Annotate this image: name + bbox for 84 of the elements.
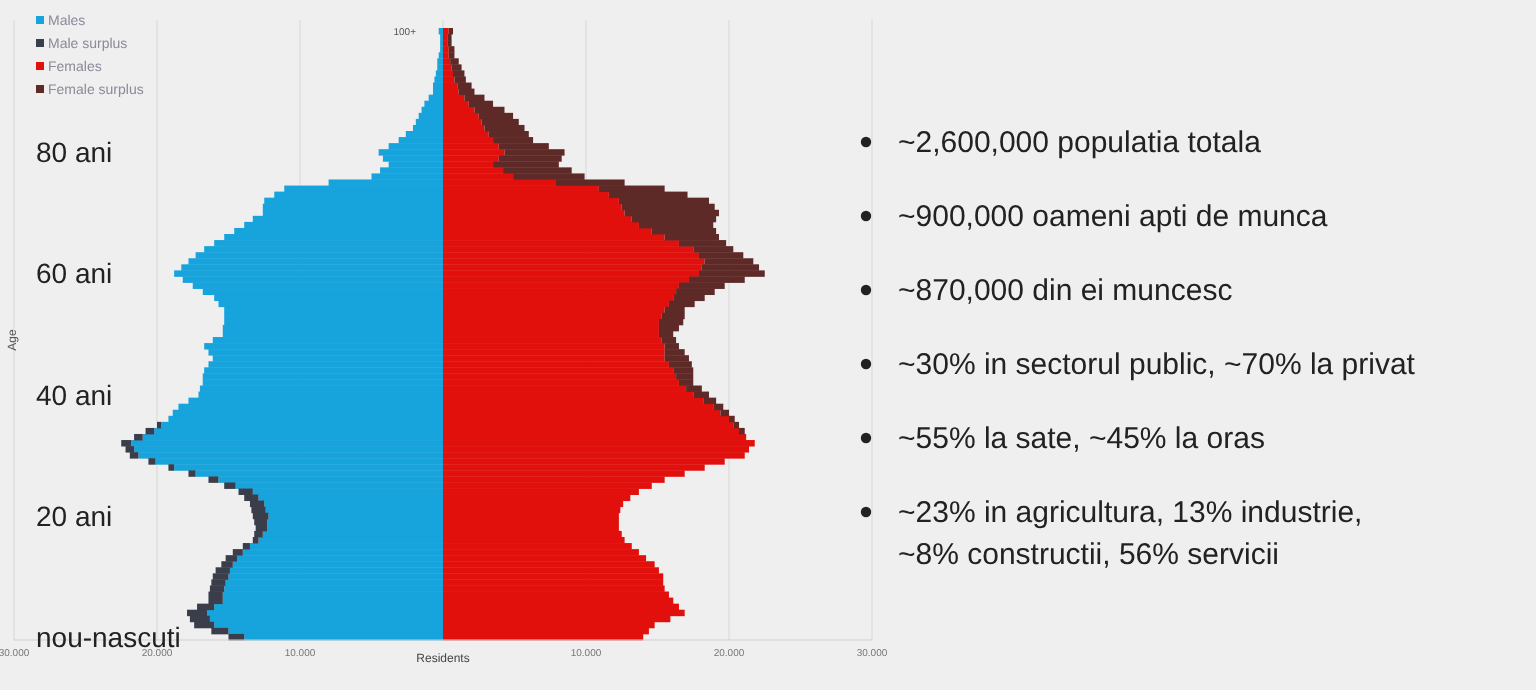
bar: [481, 118, 519, 126]
bar: [254, 518, 268, 526]
text: ~900,000 oameni apti de munca: [898, 200, 1329, 234]
bar: [488, 131, 529, 138]
bar: [664, 355, 689, 362]
bar: [661, 337, 677, 344]
bar: [668, 361, 692, 368]
bar: [450, 58, 459, 65]
bar: [212, 573, 229, 580]
bar: [478, 112, 514, 120]
bar: [720, 409, 729, 417]
bar: [432, 88, 443, 96]
bar: [498, 155, 562, 162]
y-tick-label: 60 ani: [36, 257, 113, 290]
bar: [187, 609, 208, 617]
bar: [134, 433, 143, 441]
bar: [209, 585, 225, 592]
bar: [658, 324, 679, 332]
bar: [121, 440, 132, 447]
bar: [129, 452, 139, 459]
bar: [443, 46, 449, 53]
y-tick-label: 40 ani: [36, 378, 113, 411]
bar: [252, 536, 259, 544]
bar: [437, 64, 443, 71]
bar: [443, 106, 475, 114]
bar: [664, 343, 679, 350]
bar: [457, 82, 472, 89]
bar: [443, 100, 469, 108]
bar: [215, 567, 230, 574]
bar: [453, 70, 465, 77]
bar: [664, 349, 685, 356]
bar: [661, 312, 685, 320]
bar: [238, 488, 253, 495]
text: ~870,000 din ei muncesc: [898, 274, 1234, 308]
bar: [464, 94, 485, 102]
bar: [188, 470, 196, 477]
bar: [733, 421, 740, 429]
bar: [693, 391, 709, 399]
bar: [437, 58, 443, 65]
bar: [443, 94, 465, 102]
bar: [148, 458, 156, 465]
text: ~55% la sate, ~45% la oras: [898, 422, 1265, 456]
bar: [739, 427, 745, 435]
text: ~2,600,000 populatia totala: [898, 126, 1263, 160]
bar: [125, 446, 135, 453]
bar: [405, 131, 443, 138]
bar: [658, 330, 674, 338]
bar: [254, 530, 263, 538]
bar: [211, 579, 226, 586]
bar: [225, 555, 238, 562]
bar: [424, 100, 443, 108]
bar: [443, 76, 455, 83]
bar: [208, 476, 219, 483]
bar: [658, 318, 684, 326]
bar: [252, 512, 269, 520]
bar: [249, 500, 265, 508]
bar: [189, 615, 210, 623]
y-tick-label: 20 ani: [36, 499, 113, 532]
bar: [673, 367, 694, 374]
bar: [484, 124, 525, 132]
bar: [221, 561, 233, 568]
bar: [251, 506, 266, 514]
bar: [704, 258, 754, 265]
bar: [443, 52, 449, 59]
bar: [232, 549, 243, 556]
bar: [168, 464, 175, 471]
y-tick-label: 80 ani: [36, 136, 113, 169]
bar: [428, 94, 443, 102]
bar: [435, 70, 443, 77]
bar: [729, 415, 735, 423]
bar: [454, 76, 466, 83]
bar: [686, 385, 702, 392]
bar: [451, 64, 462, 71]
bar: [443, 28, 449, 35]
bar: [244, 494, 259, 502]
bar: [504, 149, 565, 156]
bar: [701, 264, 760, 271]
bar: [474, 106, 505, 114]
text: ~30% in sectorul public, ~70% la privat: [898, 348, 1417, 382]
bar: [678, 379, 694, 386]
bar: [224, 482, 236, 489]
bar: [638, 221, 714, 229]
bar: [443, 88, 459, 96]
text: ~23% in agricultura, 13% industrie, ~8% constructii, 56% servicii: [898, 496, 1363, 572]
